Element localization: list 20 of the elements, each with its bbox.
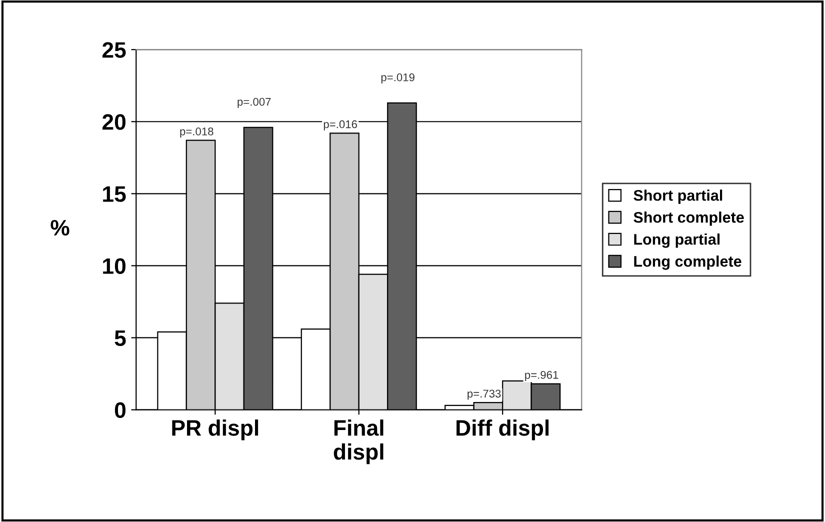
annotation: p=.961 bbox=[525, 370, 558, 382]
y-tick-label: 10 bbox=[103, 258, 126, 274]
x-tick-label: Final displ bbox=[334, 419, 384, 464]
y-tick-label: 5 bbox=[114, 330, 126, 346]
y-tick-label: 25 bbox=[102, 42, 126, 58]
annotation: p=.016 bbox=[324, 120, 357, 130]
annotation: p=.007 bbox=[238, 98, 271, 108]
y-tick-label: 15 bbox=[103, 186, 126, 202]
x-tick-label: PR displ bbox=[172, 419, 258, 440]
y-axis-title: % bbox=[50, 220, 70, 236]
y-tick-label: 20 bbox=[102, 114, 126, 130]
x-tick-label: Diff displ bbox=[456, 419, 549, 440]
annotation: p=.733 bbox=[468, 390, 501, 400]
legend-label: Short complete bbox=[634, 212, 744, 226]
legend-label: Short partial bbox=[634, 190, 722, 204]
annotation: p=.018 bbox=[180, 128, 214, 138]
legend-label: Long complete bbox=[634, 256, 742, 270]
legend-label: Long partial bbox=[634, 234, 720, 248]
y-tick-label: 0 bbox=[114, 402, 126, 418]
annotation: p=.019 bbox=[381, 73, 414, 84]
